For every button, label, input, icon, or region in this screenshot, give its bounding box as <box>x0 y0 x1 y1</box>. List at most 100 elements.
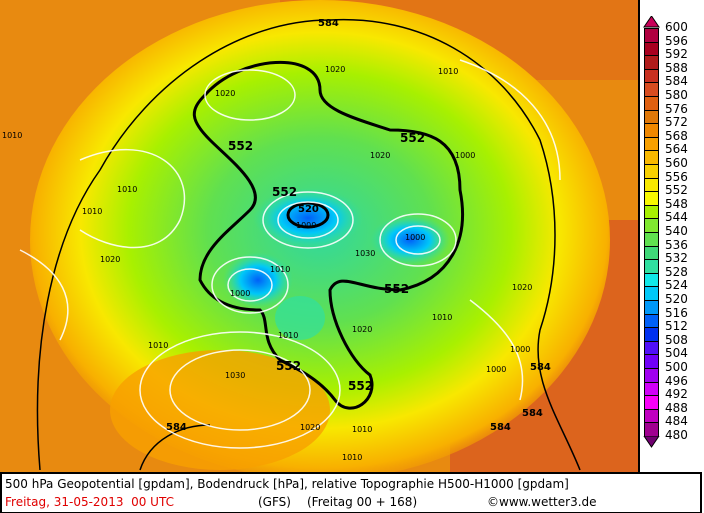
contour-label: 584 <box>522 408 543 419</box>
legend-color-cell <box>644 327 659 342</box>
pressure-label: 1020 <box>512 283 532 292</box>
legend-color-cell <box>644 232 659 247</box>
legend-color-cell <box>644 41 659 57</box>
legend-label: 512 <box>665 319 688 334</box>
legend-color-cell <box>644 136 659 152</box>
warm-patch-sw <box>110 350 330 470</box>
pressure-label: 1010 <box>2 131 22 140</box>
legend-label: 520 <box>665 292 688 306</box>
pressure-label: 1000 <box>405 233 425 242</box>
legend-color-cell <box>644 68 659 84</box>
legend-color-cell <box>644 28 659 43</box>
legend-label: 504 <box>665 346 688 361</box>
pressure-label: 1010 <box>432 313 452 322</box>
pressure-label: 1030 <box>355 249 375 258</box>
contour-552 <box>192 61 464 410</box>
legend-label: 480 <box>665 428 688 442</box>
legend-color-cell <box>644 204 659 220</box>
pressure-label: 1020 <box>300 423 320 432</box>
pressure-label: 1000 <box>230 289 250 298</box>
legend-label: 592 <box>665 47 688 62</box>
low-label: 520 <box>298 204 319 215</box>
legend-label: 560 <box>665 156 688 170</box>
contour-label: 584 <box>318 18 339 29</box>
pressure-label: 1020 <box>325 65 345 74</box>
legend-color-cell <box>644 340 659 356</box>
legend-label: 596 <box>665 33 688 48</box>
pressure-label: 1020 <box>352 325 372 334</box>
caption-box: 500 hPa Geopotential [gpdam], Bodendruck… <box>0 472 702 513</box>
pressure-label: 1010 <box>82 207 102 216</box>
geopotential-map: 552 552 552 552 552 552 584 584 584 584 … <box>0 0 640 473</box>
contour-label: 552 <box>384 282 409 296</box>
contour-label: 552 <box>276 359 301 373</box>
contour-label: 552 <box>272 185 297 199</box>
legend-color-cell <box>644 218 659 233</box>
legend-label: 600 <box>665 20 688 34</box>
map-frame-border <box>638 0 640 473</box>
legend-color-cell <box>644 164 659 179</box>
legend-color-cell <box>644 313 659 329</box>
pressure-label: 1020 <box>370 151 390 160</box>
legend-color-cell <box>644 422 659 437</box>
legend-color-cell <box>644 286 659 301</box>
pressure-label: 1010 <box>270 265 290 274</box>
copyright-link[interactable]: ©www.wetter3.de <box>487 495 597 509</box>
contour-label: 584 <box>490 422 511 433</box>
low-center-1 <box>253 188 363 248</box>
low-center-4 <box>275 296 325 340</box>
model-name: (GFS) <box>258 495 291 509</box>
pressure-label: 1010 <box>352 425 372 434</box>
pressure-label: 1000 <box>510 345 530 354</box>
legend-color-cell <box>644 300 659 315</box>
legend-color-cell <box>644 259 659 274</box>
legend-color-cell <box>644 191 659 206</box>
legend-color-cell <box>644 123 659 138</box>
legend-label: 564 <box>665 142 688 157</box>
chart-description: 500 hPa Geopotential [gpdam], Bodendruck… <box>5 477 569 491</box>
pressure-labels: 1010 1010 1020 1020 1010 1000 1020 1010 … <box>2 65 532 462</box>
contour-label: 584 <box>530 362 551 373</box>
legend-label: 580 <box>665 88 688 102</box>
contour-label: 552 <box>400 131 425 145</box>
low-center-2 <box>223 252 293 308</box>
legend-label: 588 <box>665 60 688 75</box>
legend-label: 556 <box>665 169 688 184</box>
contour-label: 584 <box>166 422 187 433</box>
forecast-step: (Freitag 00 + 168) <box>307 495 418 509</box>
legend-label: 568 <box>665 128 688 143</box>
legend-color-cell <box>644 96 659 111</box>
legend-label: 572 <box>665 115 688 130</box>
legend-label: 584 <box>665 74 688 89</box>
contour-label: 552 <box>228 139 253 153</box>
legend-color-cell <box>644 55 659 70</box>
pressure-label: 1030 <box>225 371 245 380</box>
isobars <box>19 59 561 449</box>
legend-color-cell <box>644 368 659 383</box>
legend-color-cell <box>644 109 659 125</box>
contour-label: 552 <box>348 379 373 393</box>
legend-label: 540 <box>665 224 688 238</box>
legend-label: 488 <box>665 400 688 415</box>
pressure-label: 1000 <box>296 221 316 230</box>
legend-color-cell <box>644 82 659 97</box>
legend-label: 524 <box>665 278 688 293</box>
legend-label: 528 <box>665 264 688 279</box>
legend-label: 544 <box>665 210 688 225</box>
legend-label: 500 <box>665 360 688 374</box>
pressure-label: 1010 <box>342 453 362 462</box>
legend-label: 484 <box>665 414 688 429</box>
pressure-label: 1020 <box>215 89 235 98</box>
height-contour-labels: 552 552 552 552 552 552 584 584 584 584 … <box>166 18 551 433</box>
color-legend: 600 596 592 588 584 580 576 572 568 564 560 556 552 5… <box>643 16 703 462</box>
legend-label: 576 <box>665 101 688 116</box>
legend-color-cell <box>644 245 659 261</box>
pressure-label: 1000 <box>455 151 475 160</box>
legend-label: 532 <box>665 251 688 266</box>
legend-label: 492 <box>665 387 688 402</box>
legend-color-cell <box>644 272 659 288</box>
legend-color-cell <box>644 177 659 193</box>
valid-date: Freitag, 31-05-2013 00 UTC <box>5 495 174 509</box>
legend-color-cell <box>644 150 659 165</box>
